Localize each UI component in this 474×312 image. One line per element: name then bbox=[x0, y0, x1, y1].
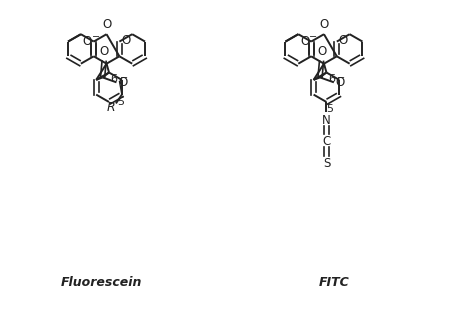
Text: O: O bbox=[319, 18, 328, 31]
Text: 5: 5 bbox=[326, 104, 333, 114]
Text: Fluorescein: Fluorescein bbox=[61, 276, 142, 289]
Text: FITC: FITC bbox=[319, 276, 349, 289]
Text: C: C bbox=[322, 135, 330, 149]
Text: O: O bbox=[339, 34, 348, 47]
Text: R: R bbox=[107, 101, 115, 114]
Text: −: − bbox=[337, 73, 346, 83]
Text: O: O bbox=[335, 76, 345, 89]
Text: O: O bbox=[100, 45, 109, 58]
Text: O: O bbox=[118, 76, 127, 89]
Text: O: O bbox=[82, 35, 92, 48]
Text: 5: 5 bbox=[118, 97, 124, 107]
Text: −: − bbox=[91, 32, 100, 42]
Text: O: O bbox=[102, 18, 111, 31]
Text: O: O bbox=[300, 35, 309, 48]
Text: −: − bbox=[120, 73, 128, 83]
Text: 6: 6 bbox=[328, 74, 335, 84]
Text: 6: 6 bbox=[110, 74, 118, 84]
Text: S: S bbox=[323, 157, 330, 170]
Text: N: N bbox=[322, 114, 331, 127]
Text: −: − bbox=[309, 32, 317, 42]
Text: O: O bbox=[317, 45, 326, 58]
Text: O: O bbox=[121, 34, 131, 47]
